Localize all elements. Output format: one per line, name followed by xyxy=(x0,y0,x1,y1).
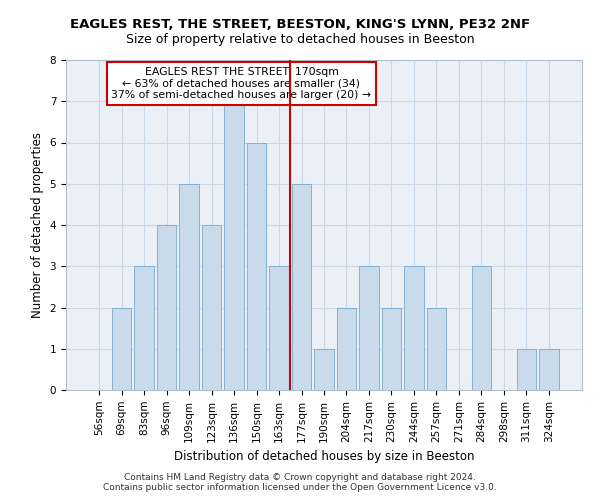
Bar xyxy=(314,349,334,390)
Bar xyxy=(202,225,221,390)
Bar xyxy=(337,308,356,390)
Bar xyxy=(134,266,154,390)
Bar xyxy=(247,142,266,390)
Bar xyxy=(382,308,401,390)
Bar xyxy=(472,266,491,390)
X-axis label: Distribution of detached houses by size in Beeston: Distribution of detached houses by size … xyxy=(174,450,474,463)
Bar xyxy=(112,308,131,390)
Bar xyxy=(517,349,536,390)
Text: EAGLES REST THE STREET: 170sqm
← 63% of detached houses are smaller (34)
37% of : EAGLES REST THE STREET: 170sqm ← 63% of … xyxy=(112,66,371,100)
Bar xyxy=(157,225,176,390)
Bar xyxy=(404,266,424,390)
Bar xyxy=(269,266,289,390)
Bar xyxy=(539,349,559,390)
Bar xyxy=(224,101,244,390)
Text: Contains HM Land Registry data © Crown copyright and database right 2024.
Contai: Contains HM Land Registry data © Crown c… xyxy=(103,473,497,492)
Bar xyxy=(427,308,446,390)
Bar xyxy=(359,266,379,390)
Y-axis label: Number of detached properties: Number of detached properties xyxy=(31,132,44,318)
Bar xyxy=(292,184,311,390)
Bar xyxy=(179,184,199,390)
Text: EAGLES REST, THE STREET, BEESTON, KING'S LYNN, PE32 2NF: EAGLES REST, THE STREET, BEESTON, KING'S… xyxy=(70,18,530,30)
Text: Size of property relative to detached houses in Beeston: Size of property relative to detached ho… xyxy=(125,32,475,46)
